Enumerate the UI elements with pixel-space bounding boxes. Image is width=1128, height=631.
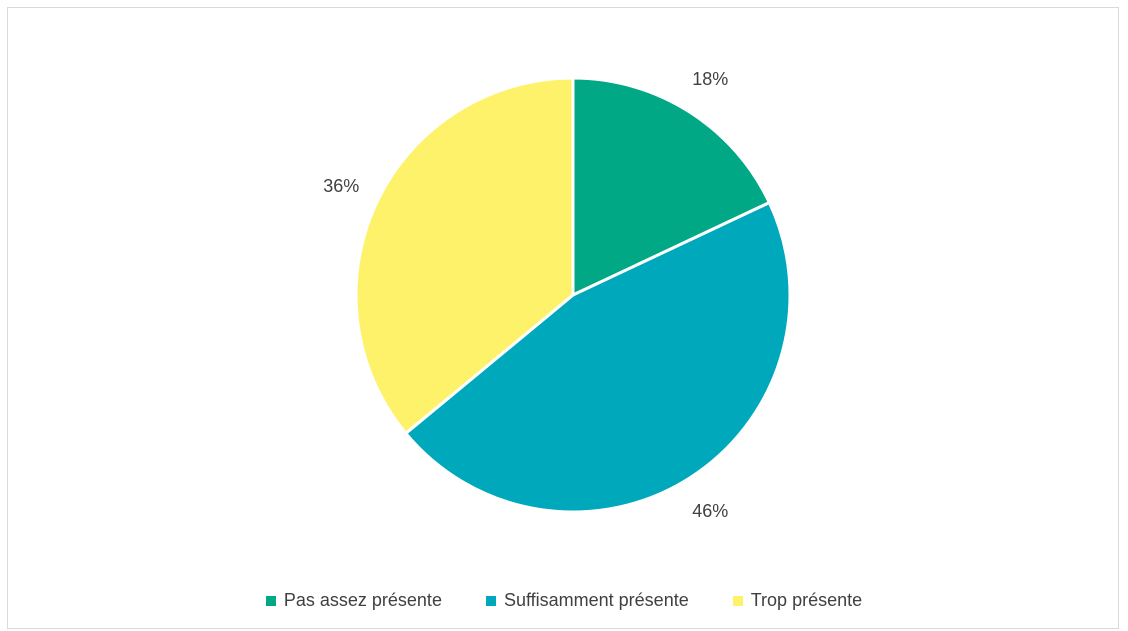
legend-item-pas-assez-presente: Pas assez présente (265, 590, 442, 611)
legend-label-pas-assez-presente: Pas assez présente (283, 590, 442, 610)
data-label-pas-assez-presente: 18% (692, 69, 728, 89)
legend-item-trop-presente: Trop présente (732, 590, 863, 611)
data-label-suffisamment-presente: 46% (692, 501, 728, 521)
legend: Pas assez présente Suffisamment présente… (0, 590, 1128, 611)
legend-item-suffisamment-presente: Suffisamment présente (485, 590, 689, 611)
legend-label-trop-presente: Trop présente (750, 590, 863, 610)
pie-slice-pas-assez-presente (571, 76, 771, 297)
pie-slice-trop-presente (354, 76, 575, 435)
pie-slices (354, 76, 792, 514)
data-label-trop-presente: 36% (323, 176, 359, 196)
legend-swatch-trop-presente (732, 595, 743, 606)
legend-swatch-suffisamment-presente (485, 595, 496, 606)
legend-label-suffisamment-presente: Suffisamment présente (503, 590, 689, 610)
legend-swatch-pas-assez-presente (265, 595, 276, 606)
pie-labels: 18% 46% 36% (323, 69, 728, 521)
pie-slice-suffisamment-presente (404, 201, 792, 514)
